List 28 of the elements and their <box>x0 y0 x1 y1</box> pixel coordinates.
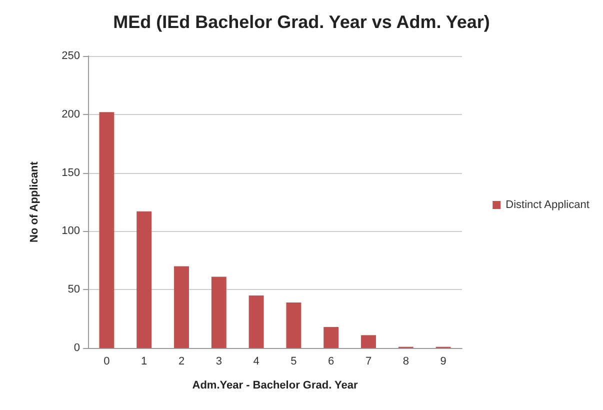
x-tick-label: 1 <box>141 356 148 368</box>
bar <box>286 302 302 348</box>
bar <box>99 112 114 348</box>
chart-title: MEd (IEd Bachelor Grad. Year vs Adm. Year) <box>113 12 490 32</box>
x-axis-title: Adm.Year - Bachelor Grad. Year <box>192 380 358 392</box>
x-tick-label: 0 <box>104 356 110 368</box>
x-tick-label: 4 <box>253 356 260 368</box>
x-tick-label: 6 <box>328 356 334 368</box>
y-axis-title: No of Applicant <box>28 161 40 242</box>
y-tick-label: 0 <box>74 342 80 354</box>
y-tick-label: 200 <box>62 108 80 120</box>
legend-label: Distinct Applicant <box>506 199 590 211</box>
x-tick-label: 3 <box>216 356 222 368</box>
y-tick-label: 250 <box>62 50 80 62</box>
bar <box>211 276 226 348</box>
bar <box>136 211 152 348</box>
bar <box>174 266 189 348</box>
x-tick-label: 5 <box>290 356 297 368</box>
y-tick-label: 150 <box>62 166 80 179</box>
bar <box>361 335 376 348</box>
bar <box>248 295 264 348</box>
bar <box>324 326 339 348</box>
x-tick-label: 2 <box>178 356 185 368</box>
x-tick-label: 8 <box>402 356 409 368</box>
y-tick-label: 100 <box>62 225 80 238</box>
x-tick-label: 9 <box>440 356 446 368</box>
x-tick-label: 7 <box>365 356 372 368</box>
y-tick-label: 50 <box>68 284 80 296</box>
